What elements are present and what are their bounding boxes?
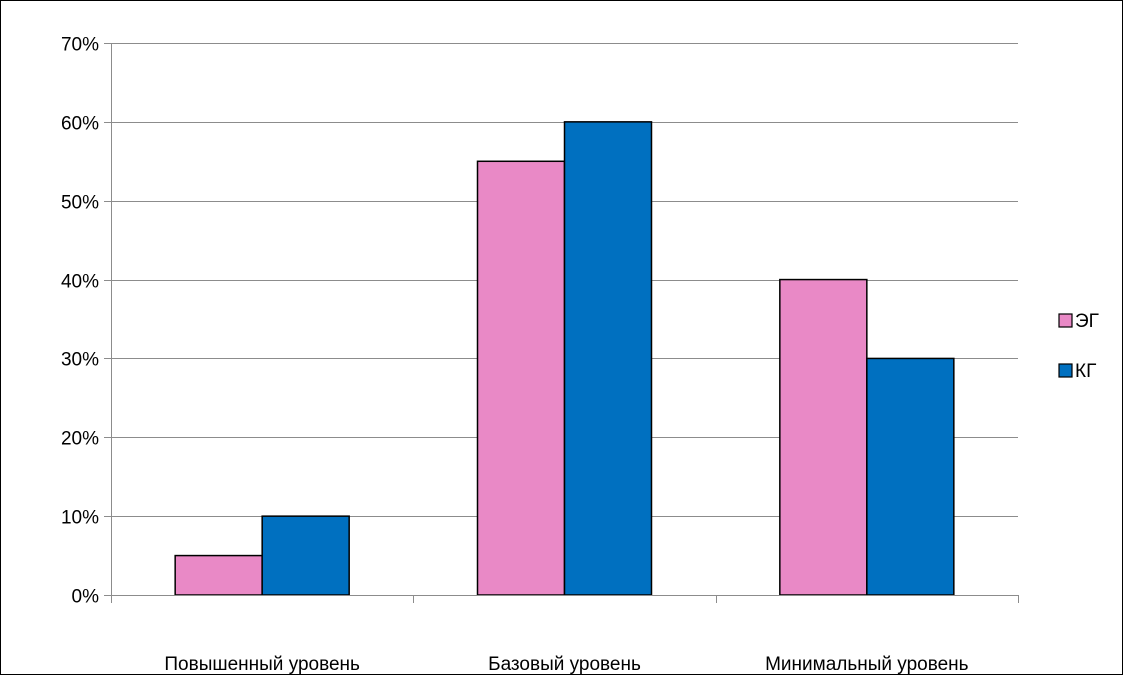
category-label: Повышенный уровень xyxy=(164,654,360,675)
y-tick-label: 10% xyxy=(61,508,99,529)
bars xyxy=(174,121,955,596)
y-tick-label: 60% xyxy=(61,114,99,135)
y-tick-label: 40% xyxy=(61,272,99,293)
legend-swatch-eg xyxy=(1058,313,1073,328)
category-labels: Повышенный уровень Базовый уровень Минимал… xyxy=(164,654,968,675)
axes xyxy=(104,43,1019,603)
bar-kg-2 xyxy=(866,357,955,596)
legend-label-eg: ЭГ xyxy=(1075,311,1099,332)
bar-eg-1 xyxy=(476,160,566,596)
y-tick-labels: 0% 10% 20% 30% 40% 50% 60% 70% xyxy=(61,35,99,608)
legend: ЭГ КГ xyxy=(1058,311,1099,382)
bar-eg-0 xyxy=(174,554,263,596)
y-tick-label: 30% xyxy=(61,350,99,371)
category-label: Базовый уровень xyxy=(488,654,641,675)
y-tick-label: 50% xyxy=(61,193,99,214)
legend-swatch-kg xyxy=(1058,363,1073,378)
category-label: Минимальный уровень xyxy=(765,654,969,675)
y-tick-label: 20% xyxy=(61,429,99,450)
bar-kg-1 xyxy=(563,121,653,596)
legend-label-kg: КГ xyxy=(1075,361,1096,382)
bar-eg-2 xyxy=(779,278,868,596)
y-tick-label: 0% xyxy=(72,587,100,608)
y-tick-label: 70% xyxy=(61,35,99,56)
bar-kg-0 xyxy=(261,515,350,596)
